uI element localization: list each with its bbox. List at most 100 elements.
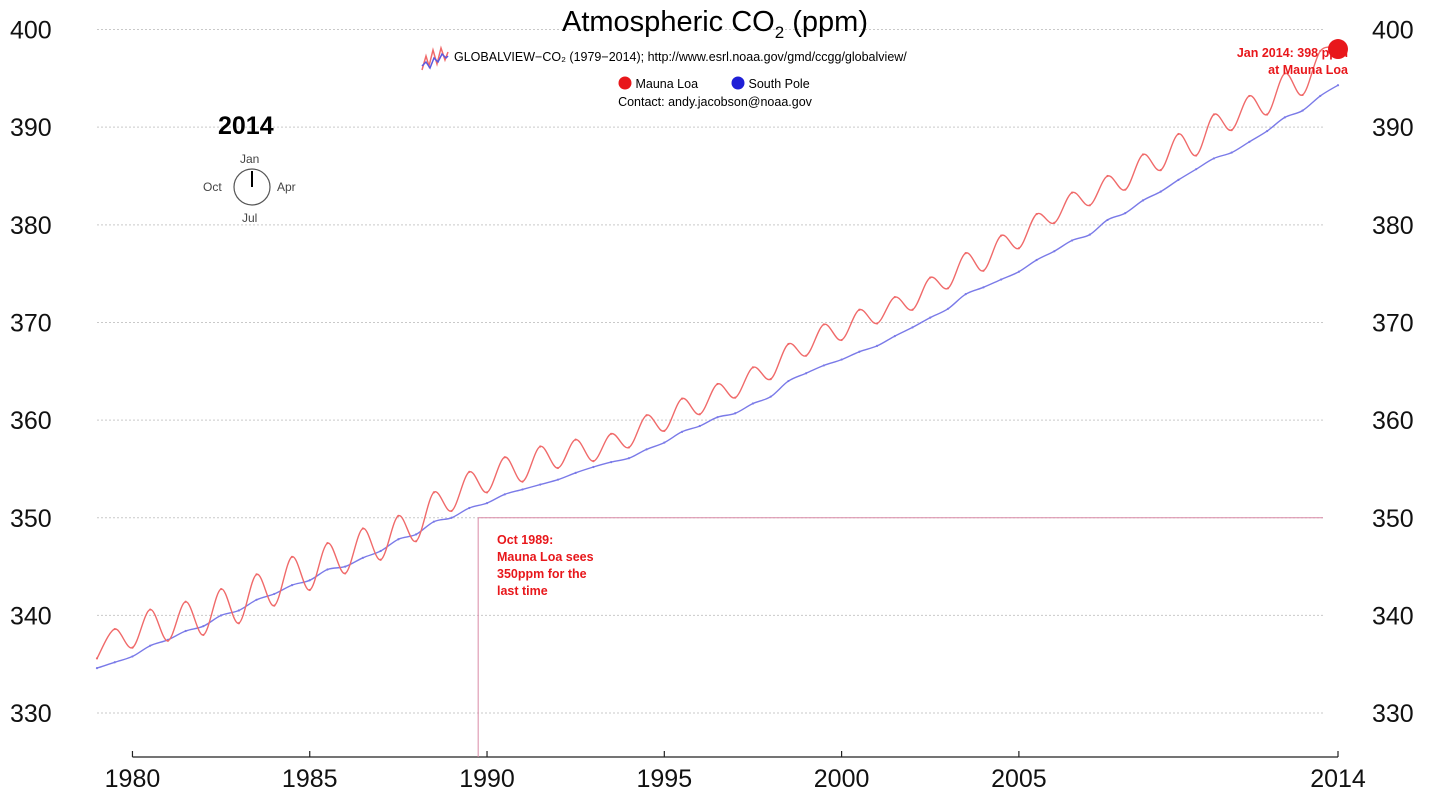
data-point-mauna-loa (627, 446, 630, 449)
data-point-south-pole (1000, 278, 1003, 281)
data-point-mauna-loa (539, 445, 542, 448)
data-point-mauna-loa (485, 491, 489, 494)
y-tick-label-right-380: 380 (1372, 212, 1414, 240)
y-tick-label-right-360: 360 (1372, 407, 1414, 435)
data-point-mauna-loa (610, 432, 613, 435)
data-point-south-pole (1141, 199, 1145, 202)
data-point-mauna-loa (1088, 204, 1091, 207)
data-point-mauna-loa (964, 252, 967, 255)
y-tick-label-left-370: 370 (10, 309, 52, 337)
data-point-mauna-loa (1265, 113, 1269, 116)
annotation-jan-2014-line2: at Mauna Loa (1268, 63, 1348, 77)
data-point-south-pole (1106, 218, 1109, 222)
legend-mauna-loa: Mauna Loa (618, 76, 698, 91)
credit-icon (421, 45, 449, 71)
data-point-mauna-loa (1319, 49, 1322, 53)
x-tick-label-1980: 1980 (105, 765, 161, 793)
data-point-mauna-loa (166, 639, 170, 642)
data-point-south-pole (397, 538, 400, 541)
data-point-south-pole (1301, 109, 1304, 112)
annotation-oct-1989-line1: Oct 1989: (497, 533, 554, 547)
y-tick-label-left-380: 380 (10, 212, 52, 240)
x-tick-label-2014: 2014 (1310, 765, 1366, 793)
data-point-south-pole (131, 655, 134, 658)
data-point-south-pole (202, 625, 205, 628)
annotation-oct-1989-line3: 350ppm for the (497, 567, 587, 581)
data-point-south-pole (1212, 157, 1215, 160)
x-tick-label-1985: 1985 (282, 765, 338, 793)
data-point-mauna-loa (698, 413, 701, 416)
data-point-south-pole (503, 493, 506, 496)
data-point-south-pole (663, 441, 666, 444)
data-point-mauna-loa (1195, 154, 1198, 157)
data-point-south-pole (716, 416, 719, 419)
data-point-mauna-loa (184, 600, 187, 603)
data-point-south-pole (1195, 168, 1198, 171)
data-point-south-pole (521, 488, 524, 491)
data-point-south-pole (344, 565, 347, 568)
data-point-mauna-loa (1301, 93, 1304, 97)
data-point-mauna-loa (875, 322, 879, 325)
data-point-south-pole (290, 584, 294, 587)
data-point-south-pole (361, 556, 365, 559)
x-tick-label-1990: 1990 (459, 765, 515, 793)
data-point-south-pole (1265, 129, 1269, 133)
data-point-mauna-loa (149, 608, 152, 611)
data-point-mauna-loa (131, 646, 134, 649)
data-point-mauna-loa (663, 429, 666, 432)
data-point-south-pole (893, 335, 896, 338)
data-point-south-pole (1017, 270, 1020, 273)
data-point-mauna-loa (344, 572, 347, 575)
data-point-mauna-loa (840, 338, 843, 342)
data-point-mauna-loa (805, 354, 808, 357)
y-tick-label-right-350: 350 (1372, 505, 1414, 533)
data-point-mauna-loa (911, 308, 914, 311)
data-point-mauna-loa (1177, 132, 1180, 136)
data-point-south-pole (1248, 140, 1251, 143)
month-clock-icon (233, 168, 271, 206)
data-point-south-pole (982, 286, 985, 289)
data-point-south-pole (964, 293, 967, 296)
data-point-south-pole (822, 364, 825, 367)
data-point-mauna-loa (1230, 129, 1233, 132)
y-tick-label-right-400: 400 (1372, 17, 1414, 45)
data-point-mauna-loa (326, 542, 329, 545)
data-point-mauna-loa (432, 491, 435, 494)
data-point-mauna-loa (929, 276, 932, 279)
y-tick-label-left-360: 360 (10, 407, 52, 435)
data-point-mauna-loa (645, 414, 648, 417)
data-point-south-pole (485, 502, 489, 505)
data-point-mauna-loa (1053, 221, 1056, 224)
data-point-south-pole (787, 379, 790, 383)
data-point-south-pole (220, 614, 223, 617)
data-point-mauna-loa (237, 622, 240, 625)
data-point-mauna-loa (893, 295, 896, 299)
data-point-mauna-loa (734, 396, 737, 399)
y-tick-label-left-340: 340 (10, 602, 52, 630)
data-point-mauna-loa (95, 657, 99, 660)
data-point-south-pole (751, 402, 755, 405)
y-tick-label-right-370: 370 (1372, 309, 1414, 337)
data-point-mauna-loa (1283, 72, 1286, 75)
annotation-jan-2014-line1: Jan 2014: 398 ppm (1236, 46, 1348, 60)
data-point-mauna-loa (1070, 191, 1074, 194)
y-tick-label-right-330: 330 (1372, 700, 1414, 728)
data-point-mauna-loa (255, 573, 258, 576)
data-point-south-pole (95, 667, 99, 670)
legend-label-south-pole: South Pole (748, 77, 810, 91)
data-point-south-pole (468, 506, 471, 510)
annotation-jan-2014: Jan 2014: 398 ppm at Mauna Loa (1150, 45, 1348, 79)
data-point-mauna-loa (503, 456, 506, 459)
data-point-south-pole (379, 549, 382, 553)
data-point-mauna-loa (468, 470, 471, 473)
data-point-mauna-loa (379, 558, 382, 561)
data-point-mauna-loa (751, 366, 755, 369)
data-point-south-pole (415, 533, 418, 536)
data-point-mauna-loa (556, 466, 560, 470)
credit-text: GLOBALVIEW−CO₂ (1979−2014); http://www.e… (454, 50, 907, 64)
annotation-oct-1989-line4: last time (497, 584, 548, 598)
data-point-south-pole (1035, 258, 1038, 262)
annotation-oct-1989: Oct 1989: Mauna Loa sees 350ppm for the … (497, 532, 657, 600)
data-point-south-pole (929, 316, 932, 319)
